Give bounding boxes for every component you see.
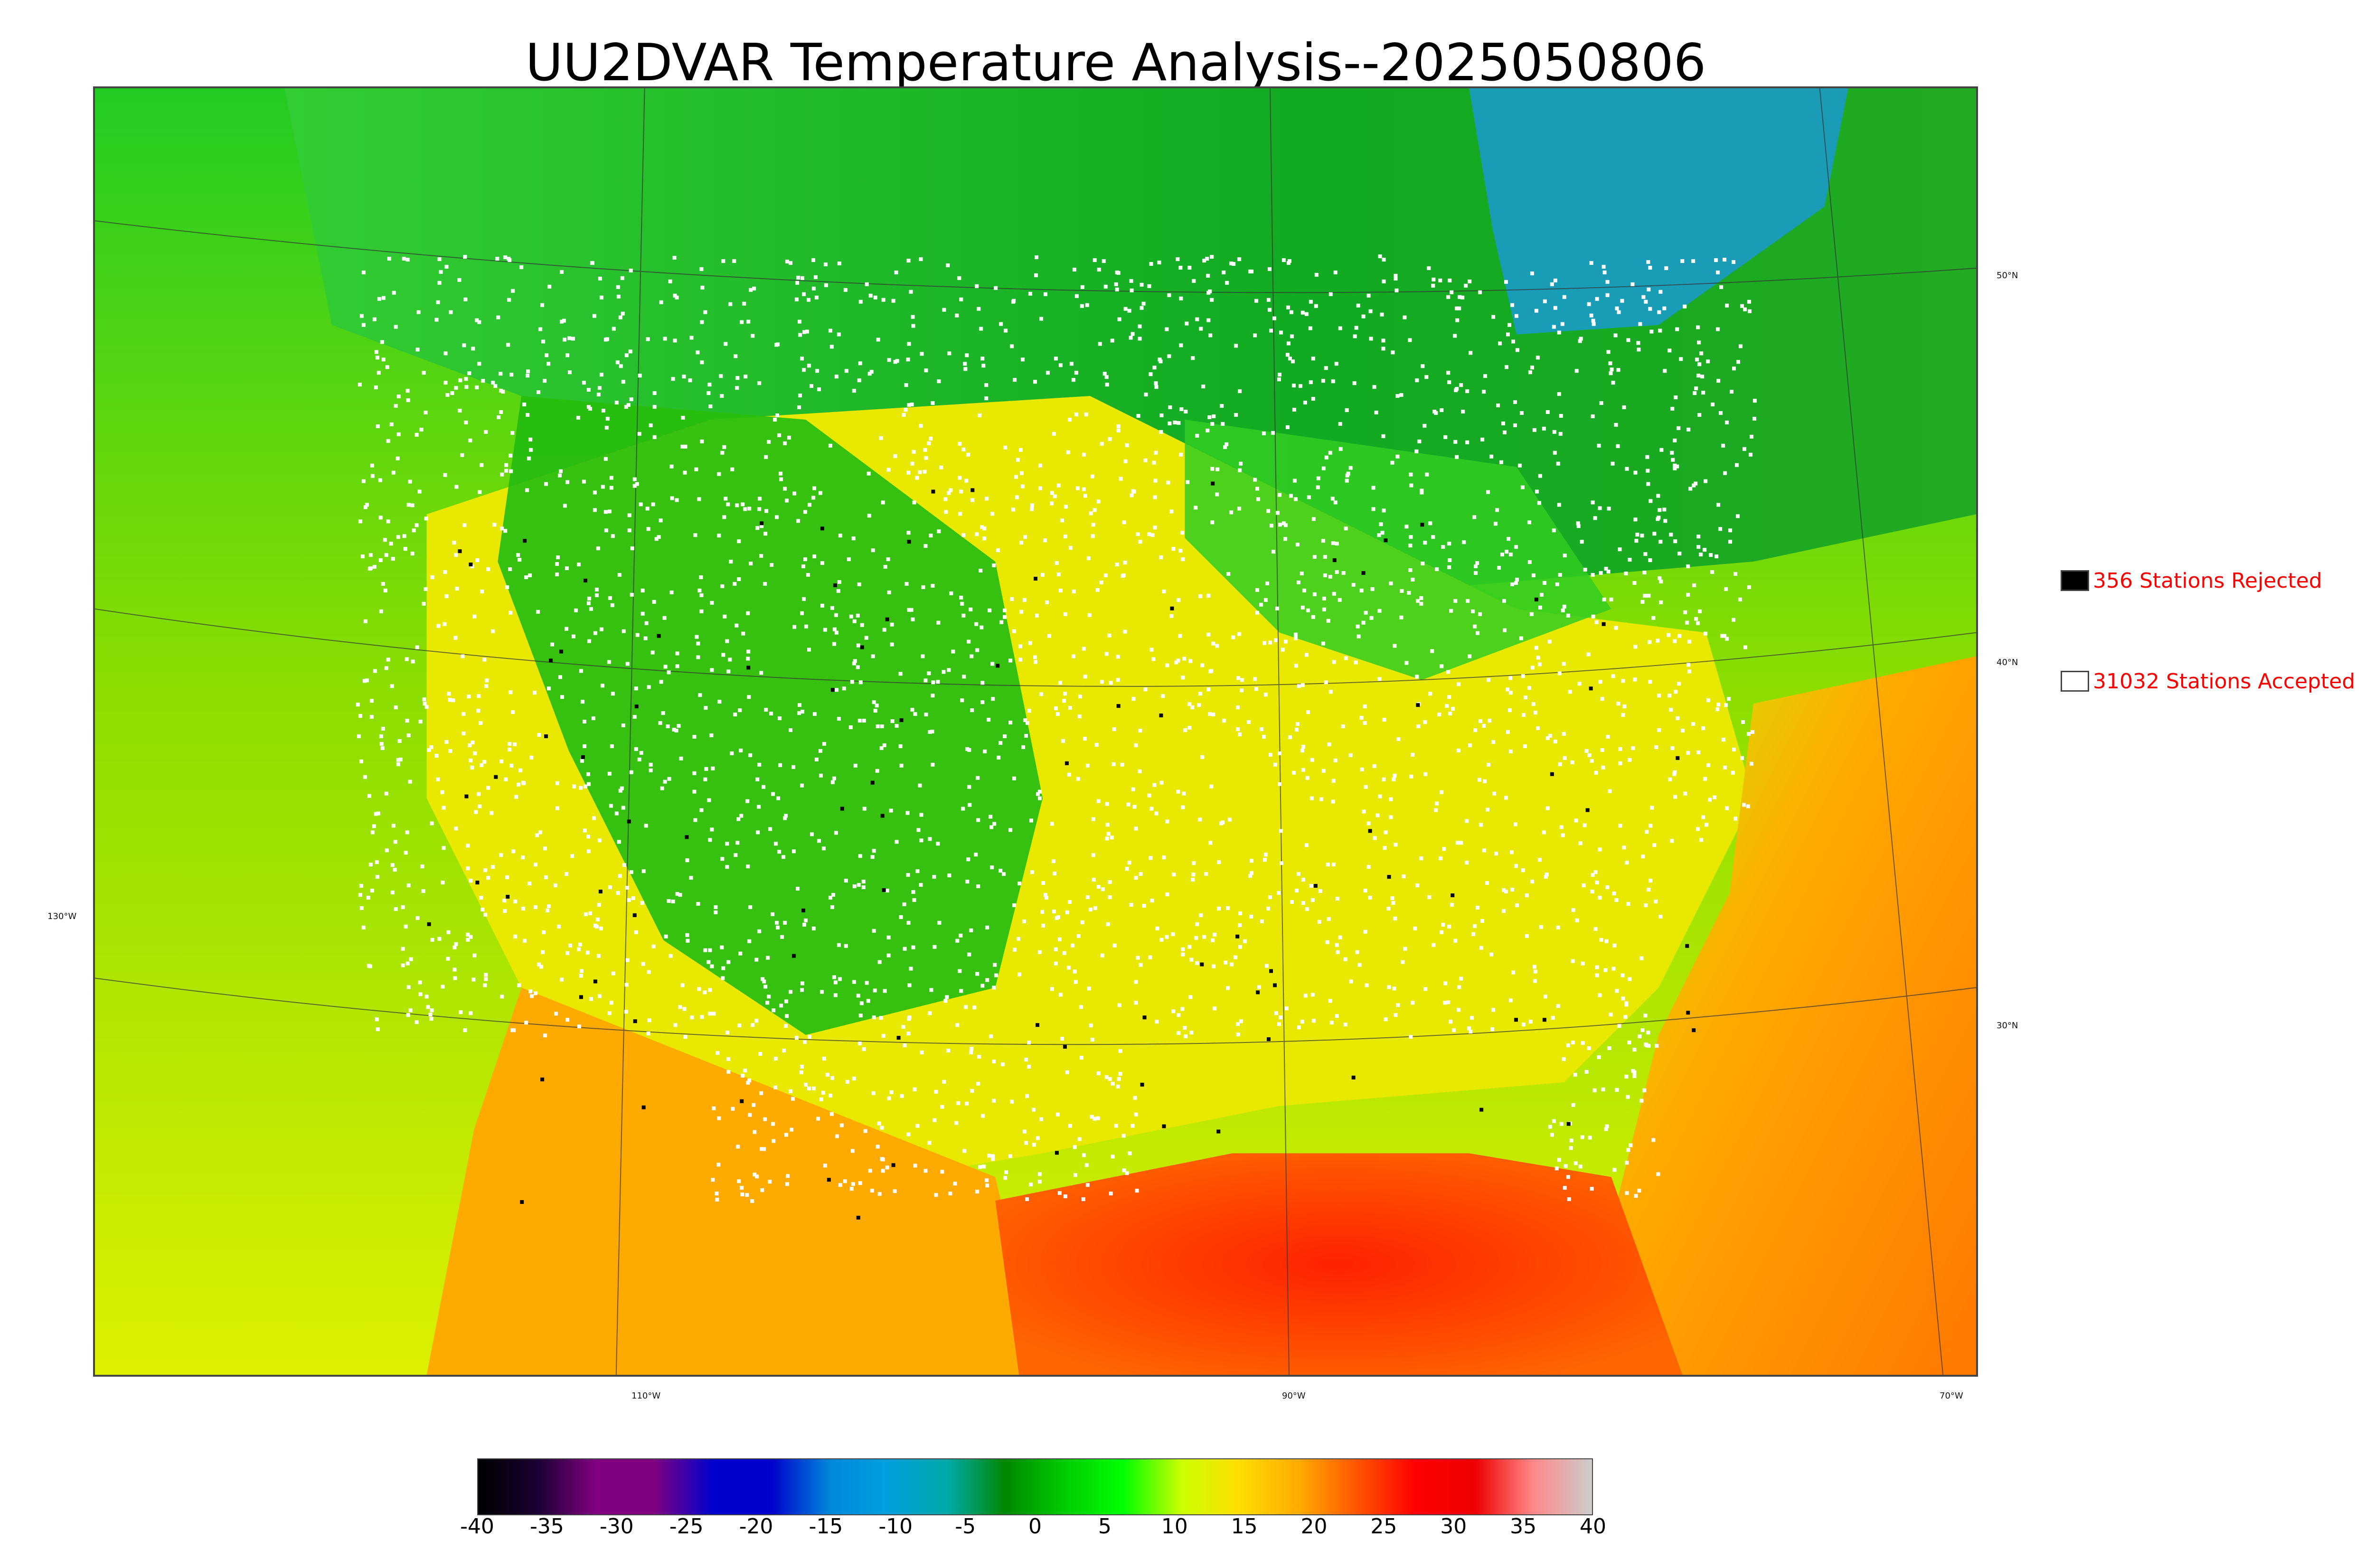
great-lakes-region (1185, 419, 1611, 680)
hudson-cold-region (1469, 88, 1848, 335)
colorbar-tick-label: 20 (1300, 1514, 1328, 1539)
colorbar-tick-label: -5 (955, 1514, 976, 1539)
map-title: UU2DVAR Temperature Analysis--2025050806 (525, 33, 1706, 93)
colorbar-tick-label: 25 (1370, 1514, 1397, 1539)
colorbar-tick-label: -40 (460, 1514, 494, 1539)
lon-label-70w: 70°W (1940, 1391, 1963, 1401)
legend-accepted: 31032 Stations Accepted (2061, 667, 2355, 695)
legend-rejected: 356 Stations Rejected (2061, 566, 2322, 595)
rejected-swatch (2061, 570, 2089, 591)
lon-label-90w: 90°W (1282, 1391, 1306, 1401)
graticule (95, 88, 1976, 1375)
colorbar-tick-label: -10 (878, 1514, 913, 1539)
colorbar-tick-label: 15 (1231, 1514, 1258, 1539)
colorbar-tick-label: -30 (599, 1514, 634, 1539)
temperature-map[interactable] (93, 86, 1978, 1377)
colorbar-tick-label: 40 (1580, 1514, 1606, 1539)
colorbar-tick-label: 5 (1098, 1514, 1112, 1539)
lon-label-110w: 110°W (631, 1391, 661, 1401)
lon-label-130w: 130°W (47, 911, 77, 921)
colorbar-tick-label: -15 (809, 1514, 843, 1539)
colorbar-tick-label: -25 (669, 1514, 704, 1539)
colorbar-tick-label: 10 (1161, 1514, 1188, 1539)
colorbar-tick-label: 0 (1028, 1514, 1042, 1539)
lat-label-50n: 50°N (1997, 271, 2018, 281)
accepted-swatch (2061, 671, 2089, 692)
mexico-region (426, 987, 1043, 1375)
map-canvas (95, 88, 1976, 1375)
accepted-label: 31032 Stations Accepted (2093, 669, 2355, 694)
colorbar-tick-label: 30 (1440, 1514, 1467, 1539)
colorbar-tick-label: 35 (1510, 1514, 1537, 1539)
colorbar-tick-label: -35 (529, 1514, 564, 1539)
rejected-label: 356 Stations Rejected (2093, 568, 2322, 593)
lat-label-30n: 30°N (1997, 1021, 2018, 1031)
atlantic-region (1611, 656, 1976, 1375)
lat-label-40n: 40°N (1997, 657, 2018, 667)
rejected-stations (427, 481, 1696, 1220)
colorbar (477, 1458, 1593, 1515)
accepted-stations (356, 254, 1757, 1203)
gulf-region (995, 1153, 1683, 1375)
colorbar-tick-label: -20 (739, 1514, 773, 1539)
